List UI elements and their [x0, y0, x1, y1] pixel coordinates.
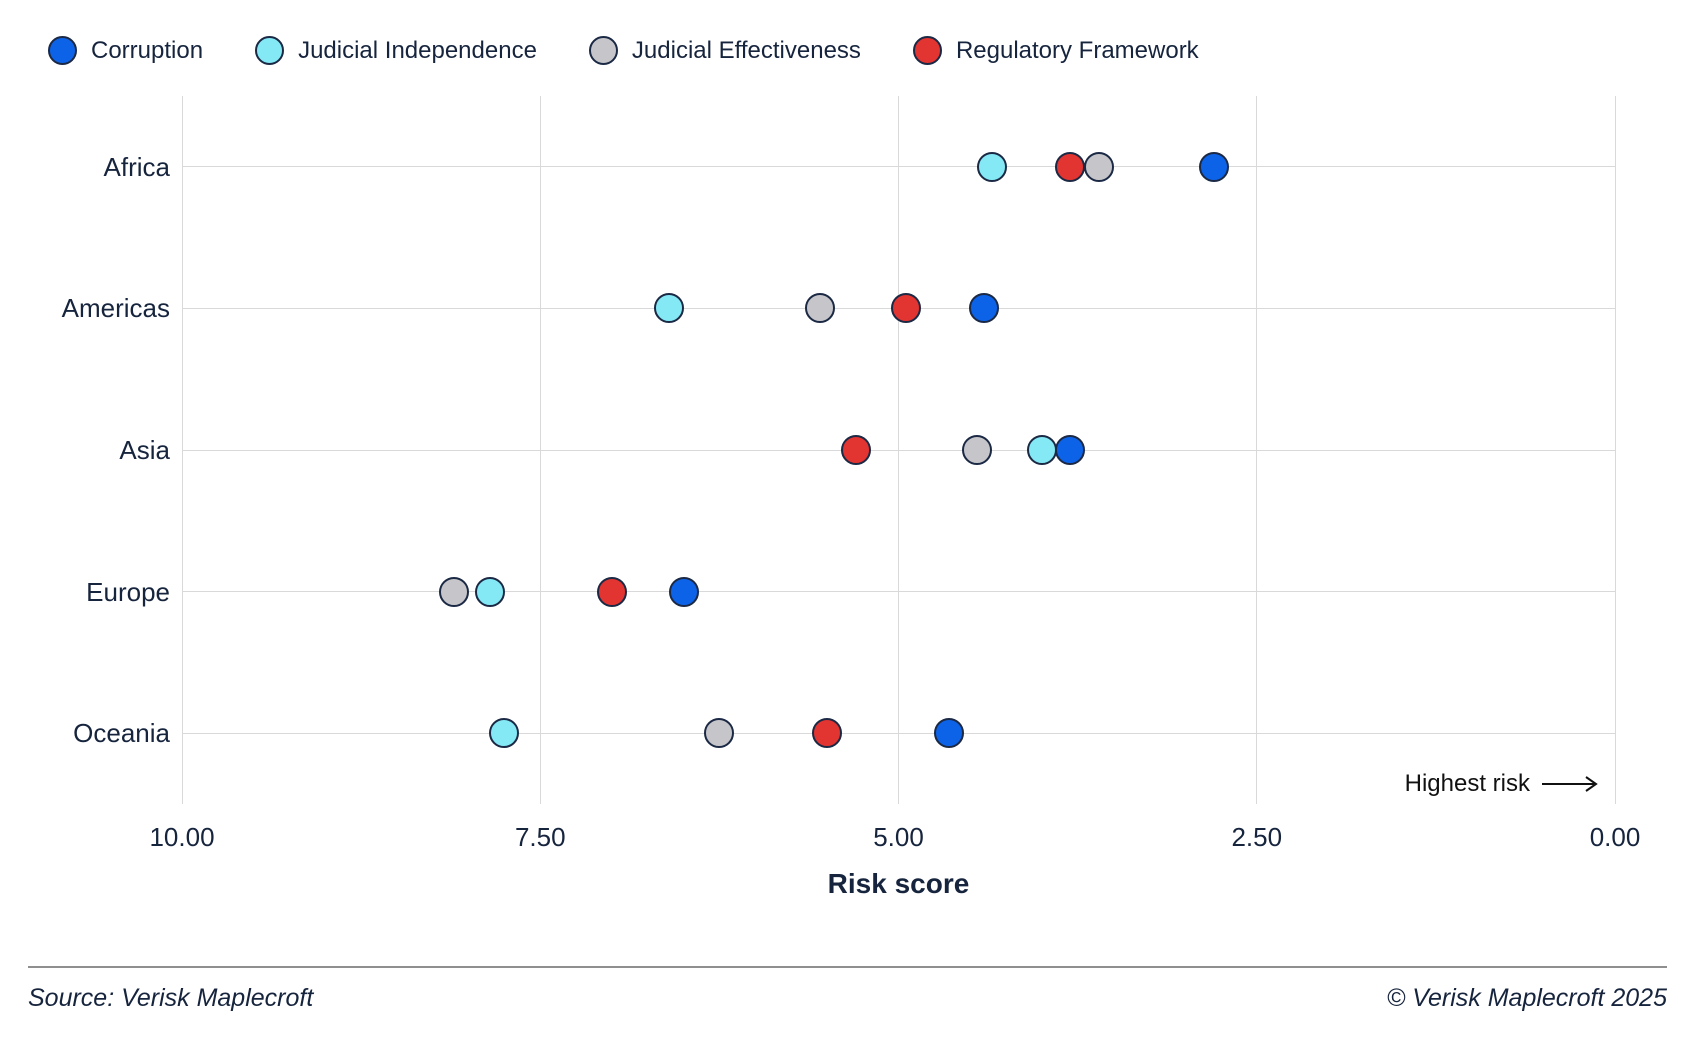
category-label-europe: Europe: [86, 576, 170, 607]
x-axis-tick-labels: 10.00 7.50 5.00 2.50 0.00: [0, 822, 1695, 858]
category-label-oceania: Oceania: [73, 718, 170, 749]
footer-divider: [28, 966, 1667, 968]
right-arrow-icon: [1542, 776, 1598, 792]
legend-dot-icon: [912, 36, 942, 65]
data-point-judicial-independence-africa: [976, 151, 1007, 182]
footer: Source: Verisk Maplecroft © Verisk Maple…: [28, 984, 1667, 1013]
chart-legend: Corruption Judicial Independence Judicial …: [48, 36, 1199, 65]
data-point-regulatory-framework-africa: [1055, 151, 1086, 182]
legend-dot-icon: [48, 36, 77, 65]
vertical-gridline: [1614, 96, 1616, 804]
data-point-regulatory-framework-asia: [840, 435, 871, 465]
x-tick-label-2.50: 2.50: [1231, 822, 1283, 852]
data-point-judicial-effectiveness-africa: [1084, 151, 1115, 182]
legend-label: Regulatory Framework: [955, 36, 1199, 64]
data-point-corruption-americas: [969, 293, 1000, 324]
row-gridline: [182, 732, 1615, 734]
data-point-corruption-europe: [668, 576, 699, 607]
data-point-judicial-independence-europe: [475, 576, 506, 607]
data-point-judicial-effectiveness-americas: [804, 293, 835, 324]
legend-dot-icon: [588, 36, 618, 65]
data-point-judicial-independence-americas: [654, 293, 685, 324]
plot-area: [181, 96, 1616, 804]
legend-item-judicial-independence: Judicial Independence: [255, 36, 537, 65]
row-gridline: [182, 591, 1615, 593]
data-point-judicial-effectiveness-asia: [962, 435, 993, 465]
legend-item-regulatory-framework: Regulatory Framework: [912, 36, 1199, 65]
legend-label: Judicial Independence: [298, 36, 537, 64]
row-gridline: [182, 166, 1615, 168]
category-label-asia: Asia: [119, 435, 170, 465]
data-point-judicial-independence-asia: [1026, 435, 1057, 465]
legend-dot-icon: [255, 36, 285, 65]
source-attribution: Source: Verisk Maplecroft: [28, 984, 314, 1012]
x-axis-title: Risk score: [827, 868, 970, 899]
data-point-corruption-asia: [1055, 435, 1086, 465]
data-point-corruption-africa: [1198, 151, 1229, 182]
data-point-judicial-effectiveness-oceania: [704, 718, 735, 749]
data-point-regulatory-framework-americas: [890, 293, 921, 324]
data-point-regulatory-framework-oceania: [811, 718, 842, 749]
x-tick-label-5.00: 5.00: [873, 822, 924, 852]
legend-label: Corruption: [91, 36, 204, 64]
y-axis-category-labels: Africa Americas Asia Europe Oceania: [0, 96, 170, 804]
category-label-americas: Americas: [61, 293, 170, 324]
legend-item-judicial-effectiveness: Judicial Effectiveness: [588, 36, 861, 65]
highest-risk-annotation: Highest risk: [1405, 770, 1600, 798]
legend-label: Judicial Effectiveness: [631, 36, 861, 64]
data-point-corruption-oceania: [933, 718, 964, 749]
x-tick-label-10.00: 10.00: [149, 822, 215, 852]
data-point-judicial-effectiveness-europe: [439, 576, 470, 607]
category-label-africa: Africa: [103, 151, 170, 182]
data-point-regulatory-framework-europe: [596, 576, 627, 607]
x-tick-label-7.50: 7.50: [514, 822, 566, 852]
highest-risk-label: Highest risk: [1404, 770, 1530, 797]
data-point-judicial-independence-oceania: [489, 718, 520, 749]
row-gridline: [182, 449, 1615, 451]
legend-item-corruption: Corruption: [48, 36, 203, 65]
x-tick-label-0.00: 0.00: [1589, 822, 1641, 852]
copyright-notice: © Verisk Maplecroft 2025: [1386, 984, 1667, 1012]
